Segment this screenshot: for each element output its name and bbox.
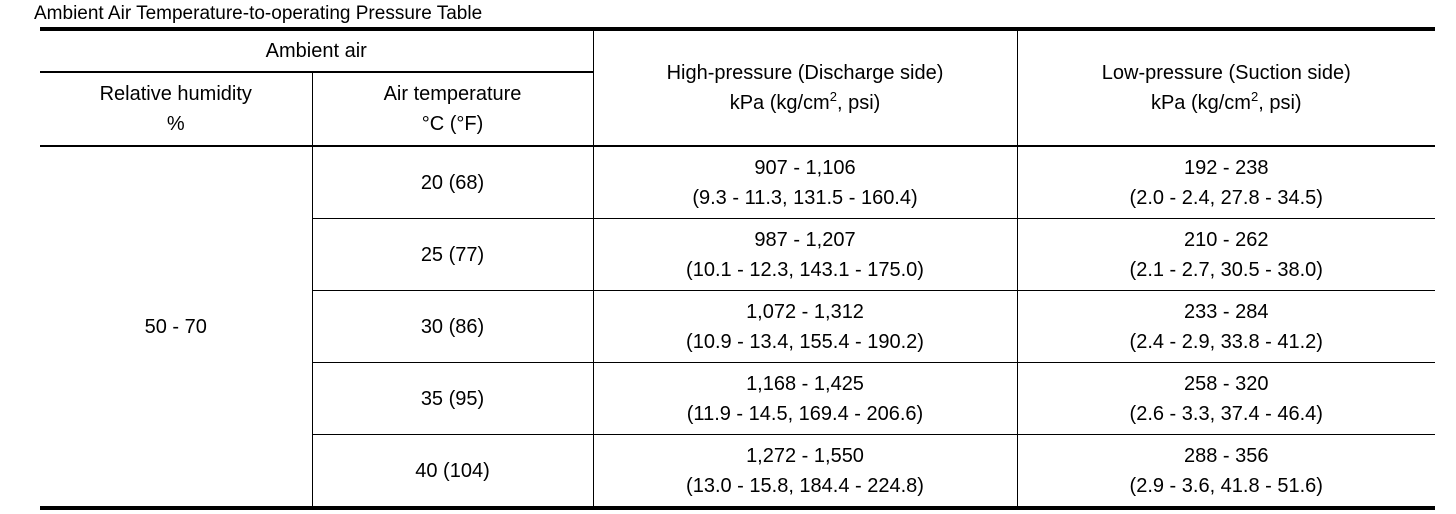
low-pressure-alt-units: (2.6 - 3.3, 37.4 - 46.4) xyxy=(1129,402,1323,425)
low-pressure-cell: 192 - 238 (2.0 - 2.4, 27.8 - 34.5) xyxy=(1016,146,1435,219)
table-row: 40 (104) 1,272 - 1,550 (13.0 - 15.8, 184… xyxy=(40,434,1435,508)
high-pressure-kpa: 1,168 - 1,425 xyxy=(746,372,864,395)
header-low-pressure-line1: Low-pressure (Suction side) xyxy=(1101,62,1351,84)
low-pressure-cell: 233 - 284 (2.4 - 2.9, 33.8 - 41.2) xyxy=(1016,290,1435,363)
table-row: 25 (77) 987 - 1,207 (10.1 - 12.3, 143.1 … xyxy=(40,218,1435,291)
header-ambient-air: Ambient air xyxy=(40,29,593,73)
unit-superscript: 2 xyxy=(1250,89,1259,104)
relative-humidity-cell: 50 - 70 xyxy=(144,315,207,338)
air-temperature-cell: 40 (104) xyxy=(311,434,593,508)
low-pressure-alt-units: (2.4 - 2.9, 33.8 - 41.2) xyxy=(1129,330,1323,353)
air-temperature-cell: 25 (77) xyxy=(311,218,593,291)
high-pressure-alt-units: (11.9 - 14.5, 169.4 - 206.6) xyxy=(686,402,924,425)
header-relative-humidity-unit: % xyxy=(166,113,185,135)
header-air-temperature-line1: Air temperature xyxy=(383,83,522,105)
low-pressure-cell: 210 - 262 (2.1 - 2.7, 30.5 - 38.0) xyxy=(1016,218,1435,291)
high-pressure-kpa: 987 - 1,207 xyxy=(754,228,856,251)
header-relative-humidity-line1: Relative humidity xyxy=(99,83,252,105)
header-high-pressure-line1: High-pressure (Discharge side) xyxy=(666,62,944,84)
low-pressure-cell: 288 - 356 (2.9 - 3.6, 41.8 - 51.6) xyxy=(1016,434,1435,508)
unit-prefix: kPa (kg/cm xyxy=(729,92,830,114)
table-row: 50 - 70 20 (68) 907 - 1,106 (9.3 - 11.3,… xyxy=(40,146,1435,338)
header-low-pressure: Low-pressure (Suction side) kPa (kg/cm2,… xyxy=(1016,29,1436,147)
table-title: Ambient Air Temperature-to-operating Pre… xyxy=(34,3,483,24)
high-pressure-alt-units: (13.0 - 15.8, 184.4 - 224.8) xyxy=(686,474,924,497)
low-pressure-alt-units: (2.0 - 2.4, 27.8 - 34.5) xyxy=(1129,186,1323,209)
low-pressure-kpa: 258 - 320 xyxy=(1183,372,1269,395)
air-temperature-cell: 35 (95) xyxy=(311,362,593,435)
high-pressure-cell: 907 - 1,106 (9.3 - 11.3, 131.5 - 160.4) xyxy=(592,146,1017,219)
low-pressure-cell: 258 - 320 (2.6 - 3.3, 37.4 - 46.4) xyxy=(1016,362,1435,435)
high-pressure-kpa: 1,072 - 1,312 xyxy=(746,300,864,323)
high-pressure-cell: 1,272 - 1,550 (13.0 - 15.8, 184.4 - 224.… xyxy=(592,434,1017,508)
air-temperature-cell: 20 (68) xyxy=(311,146,593,219)
header-row-1: Ambient air High-pressure (Discharge sid… xyxy=(40,29,1435,147)
table-row: 30 (86) 1,072 - 1,312 (10.9 - 13.4, 155.… xyxy=(40,290,1435,363)
high-pressure-cell: 987 - 1,207 (10.1 - 12.3, 143.1 - 175.0) xyxy=(592,218,1017,291)
table-row: 35 (95) 1,168 - 1,425 (11.9 - 14.5, 169.… xyxy=(40,362,1435,435)
header-air-temperature-unit: °C (°F) xyxy=(421,113,484,135)
high-pressure-alt-units: (10.1 - 12.3, 143.1 - 175.0) xyxy=(686,258,924,281)
unit-suffix: , psi) xyxy=(836,92,881,114)
low-pressure-alt-units: (2.9 - 3.6, 41.8 - 51.6) xyxy=(1129,474,1323,497)
header-high-pressure-unit: kPa (kg/cm2, psi) xyxy=(594,88,1017,118)
low-pressure-kpa: 210 - 262 xyxy=(1183,228,1269,251)
header-row-2: Relative humidity % Air temperature °C (… xyxy=(40,72,1435,147)
high-pressure-cell: 1,168 - 1,425 (11.9 - 14.5, 169.4 - 206.… xyxy=(592,362,1017,435)
low-pressure-kpa: 192 - 238 xyxy=(1183,156,1269,179)
high-pressure-alt-units: (10.9 - 13.4, 155.4 - 190.2) xyxy=(686,330,924,353)
low-pressure-alt-units: (2.1 - 2.7, 30.5 - 38.0) xyxy=(1129,258,1323,281)
unit-prefix: kPa (kg/cm xyxy=(1150,92,1251,114)
header-high-pressure: High-pressure (Discharge side) kPa (kg/c… xyxy=(592,29,1017,147)
low-pressure-kpa: 288 - 356 xyxy=(1183,444,1269,467)
high-pressure-alt-units: (9.3 - 11.3, 131.5 - 160.4) xyxy=(692,186,918,209)
low-pressure-kpa: 233 - 284 xyxy=(1183,300,1269,323)
header-low-pressure-unit: kPa (kg/cm2, psi) xyxy=(1018,88,1436,118)
pressure-table: Ambient air High-pressure (Discharge sid… xyxy=(40,27,1435,510)
header-relative-humidity: Relative humidity % xyxy=(40,72,312,147)
air-temperature-cell: 30 (86) xyxy=(311,290,593,363)
unit-superscript: 2 xyxy=(829,89,837,104)
header-air-temperature: Air temperature °C (°F) xyxy=(311,72,593,147)
high-pressure-kpa: 907 - 1,106 xyxy=(754,156,856,179)
high-pressure-cell: 1,072 - 1,312 (10.9 - 13.4, 155.4 - 190.… xyxy=(592,290,1017,363)
high-pressure-kpa: 1,272 - 1,550 xyxy=(746,444,864,467)
unit-suffix: , psi) xyxy=(1258,92,1302,114)
